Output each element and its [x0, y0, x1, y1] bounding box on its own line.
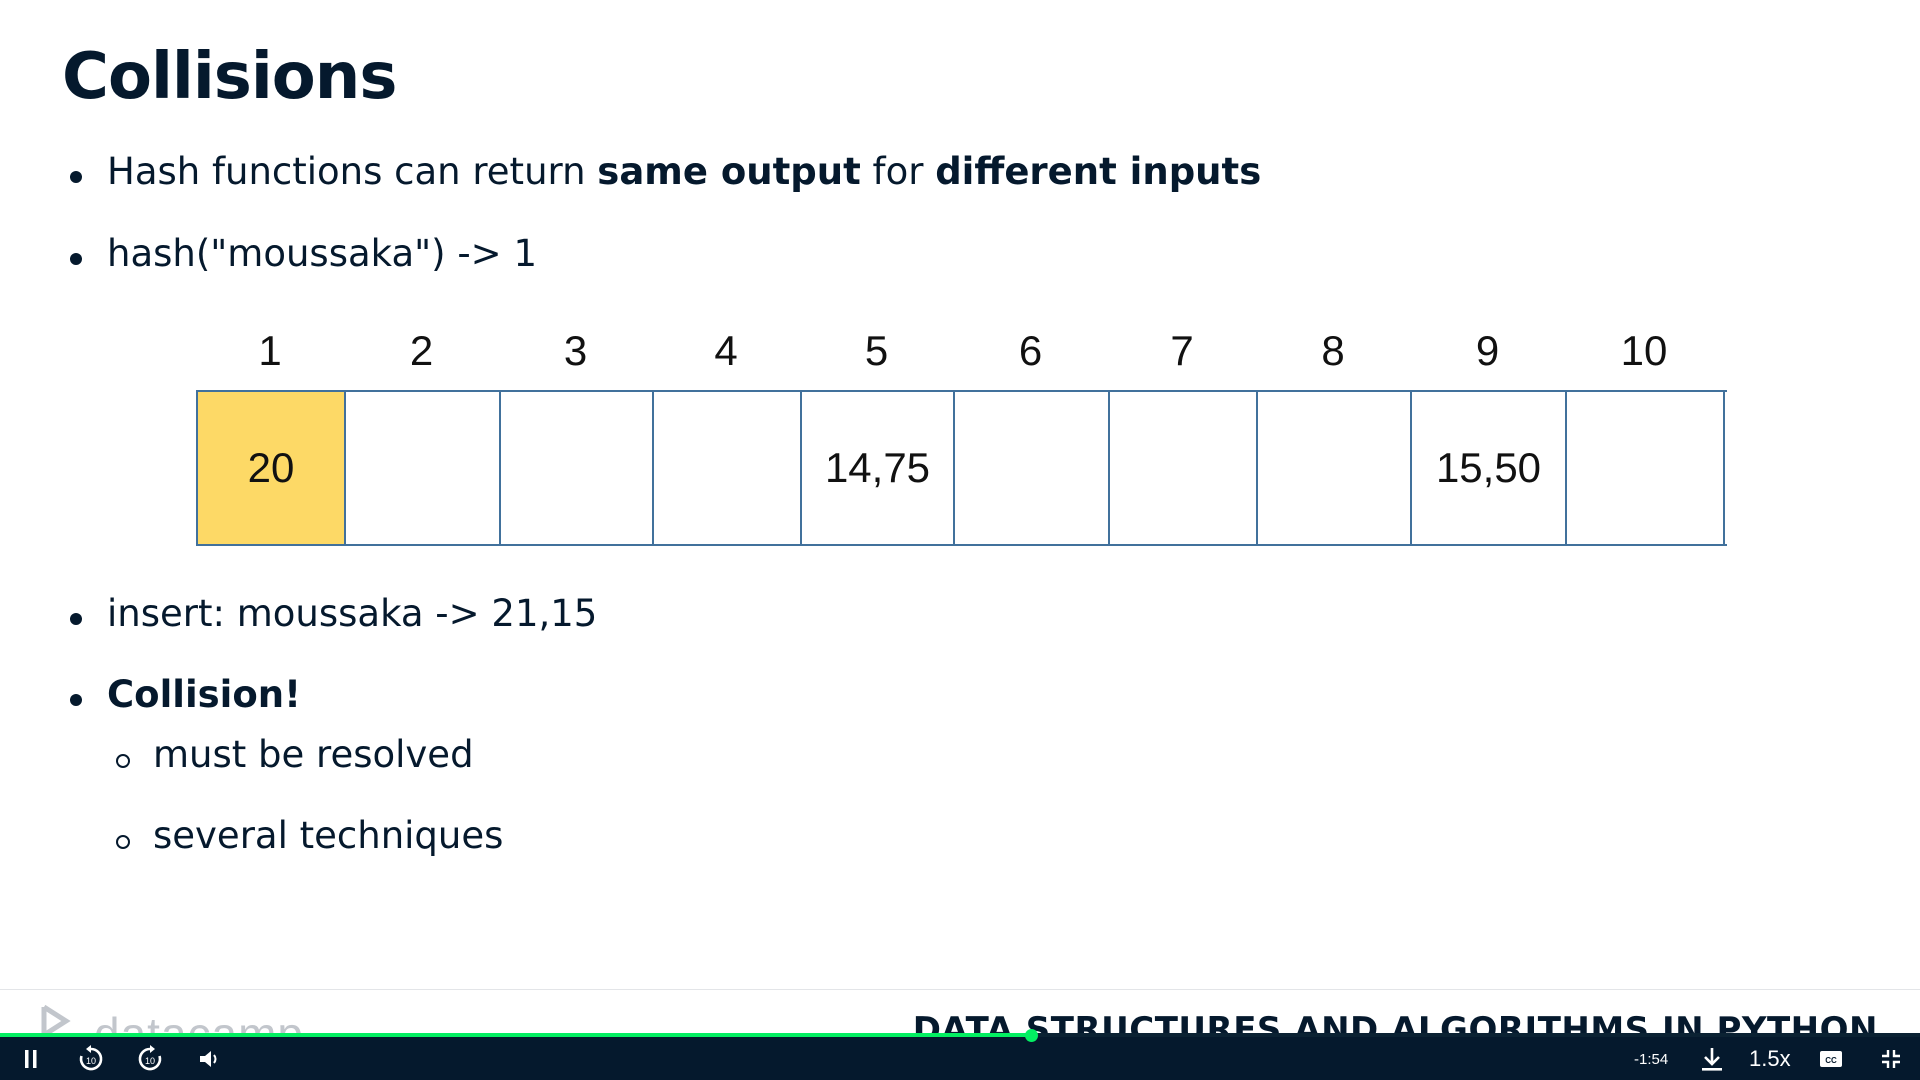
bullet-hash-example: hash("moussaka") -> 1 [70, 232, 537, 275]
index-label-7: 7 [1170, 327, 1194, 374]
video-player-controls [0, 1037, 1920, 1080]
bullet-text-bold-2: different inputs [935, 150, 1262, 193]
progress-bar-fill [0, 1033, 1031, 1038]
hash-table-cell [346, 392, 501, 544]
bullet-text: hash("moussaka") -> 1 [107, 232, 537, 275]
bullet-text-bold-1: same output [597, 150, 861, 193]
bullet-dot [70, 694, 82, 706]
hash-table-cell [654, 392, 802, 544]
time-remaining: -1:54 [1634, 1051, 1669, 1068]
bullet-insert: insert: moussaka -> 21,15 [70, 592, 598, 635]
captions-button[interactable]: CC [1816, 1040, 1846, 1078]
hash-table-cell [955, 392, 1110, 544]
bullet-hash-output: Hash functions can return same output fo… [70, 150, 1262, 193]
slide-title: Collisions [62, 40, 397, 114]
playback-speed-button[interactable]: 1.5x [1749, 1046, 1791, 1071]
sub-bullet-techniques: several techniques [116, 814, 504, 857]
volume-button[interactable] [196, 1040, 224, 1078]
svg-text:10: 10 [86, 1056, 96, 1066]
svg-text:10: 10 [145, 1056, 155, 1066]
index-label-2: 2 [409, 327, 434, 374]
svg-text:CC: CC [1825, 1056, 1837, 1065]
hash-table-cell [1258, 392, 1412, 544]
index-label-3: 3 [563, 327, 588, 374]
volume-icon [200, 1051, 217, 1067]
forward-10-button[interactable]: 10 [133, 1040, 167, 1078]
slide: Collisions Hash functions can return sam… [0, 40, 1920, 1039]
hash-table-cell [501, 392, 654, 544]
hash-table-cell [1567, 392, 1725, 544]
sub-bullet-text: must be resolved [153, 733, 474, 776]
bullet-text: Collision! [107, 673, 301, 716]
pause-icon [25, 1050, 37, 1068]
bullet-dot [70, 253, 82, 265]
index-label-10: 10 [1620, 327, 1668, 374]
bullet-text: insert: moussaka -> 21,15 [107, 592, 598, 635]
download-button[interactable] [1697, 1040, 1727, 1078]
bullet-text-mid: for [860, 150, 936, 193]
sub-bullet-circle [116, 754, 130, 768]
index-label-4: 4 [714, 327, 738, 374]
index-label-5: 5 [864, 327, 889, 374]
bullet-dot [70, 613, 82, 625]
index-label-6: 6 [1018, 327, 1043, 374]
bullet-collision: Collision! [70, 673, 301, 716]
exit-fullscreen-icon [1882, 1050, 1900, 1068]
progress-scrubber-handle[interactable] [1025, 1029, 1038, 1042]
sub-bullet-circle [116, 835, 130, 849]
footer-divider [0, 989, 1920, 990]
forward-10-icon: 10 [138, 1045, 162, 1071]
rewind-10-button[interactable]: 10 [74, 1040, 108, 1078]
hash-table-row: 20 14,75 15,50 [196, 390, 1727, 546]
exit-fullscreen-button[interactable] [1876, 1040, 1906, 1078]
rewind-10-icon: 10 [79, 1045, 103, 1071]
index-label-8: 8 [1321, 327, 1345, 374]
hash-table-cell: 15,50 [1412, 392, 1567, 544]
captions-icon: CC [1820, 1051, 1842, 1067]
bullet-text-pre: Hash functions can return [107, 150, 598, 193]
hash-table-cell: 20 [198, 392, 346, 544]
download-icon [1702, 1048, 1722, 1071]
sub-bullet-text: several techniques [153, 814, 504, 857]
bullet-dot [70, 171, 82, 183]
index-label-1: 1 [258, 327, 282, 374]
hash-table-cell [1110, 392, 1258, 544]
pause-button[interactable] [18, 1040, 44, 1078]
index-label-9: 9 [1475, 327, 1500, 374]
hash-table-cell: 14,75 [802, 392, 955, 544]
sub-bullet-resolved: must be resolved [116, 733, 474, 776]
